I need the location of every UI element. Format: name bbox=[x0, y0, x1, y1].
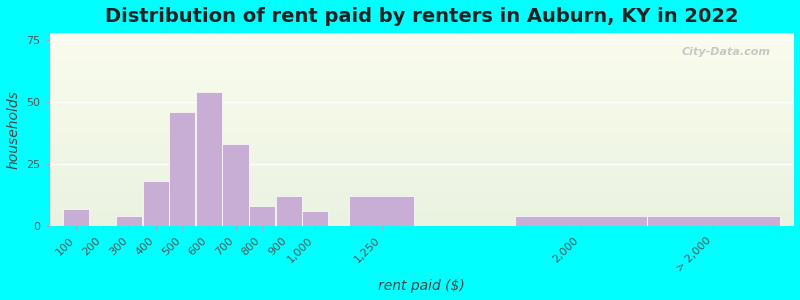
Bar bbox=[275, 196, 302, 226]
Bar bbox=[63, 209, 90, 226]
Bar bbox=[647, 216, 779, 226]
Bar bbox=[514, 216, 646, 226]
Bar bbox=[116, 216, 142, 226]
Title: Distribution of rent paid by renters in Auburn, KY in 2022: Distribution of rent paid by renters in … bbox=[105, 7, 738, 26]
Bar bbox=[143, 182, 169, 226]
Bar bbox=[302, 211, 328, 226]
Bar bbox=[222, 144, 249, 226]
Y-axis label: households: households bbox=[7, 90, 21, 169]
Bar bbox=[349, 196, 414, 226]
Bar bbox=[170, 112, 195, 226]
Text: City-Data.com: City-Data.com bbox=[682, 46, 770, 57]
Bar bbox=[196, 92, 222, 226]
Bar bbox=[249, 206, 275, 226]
X-axis label: rent paid ($): rent paid ($) bbox=[378, 279, 465, 293]
